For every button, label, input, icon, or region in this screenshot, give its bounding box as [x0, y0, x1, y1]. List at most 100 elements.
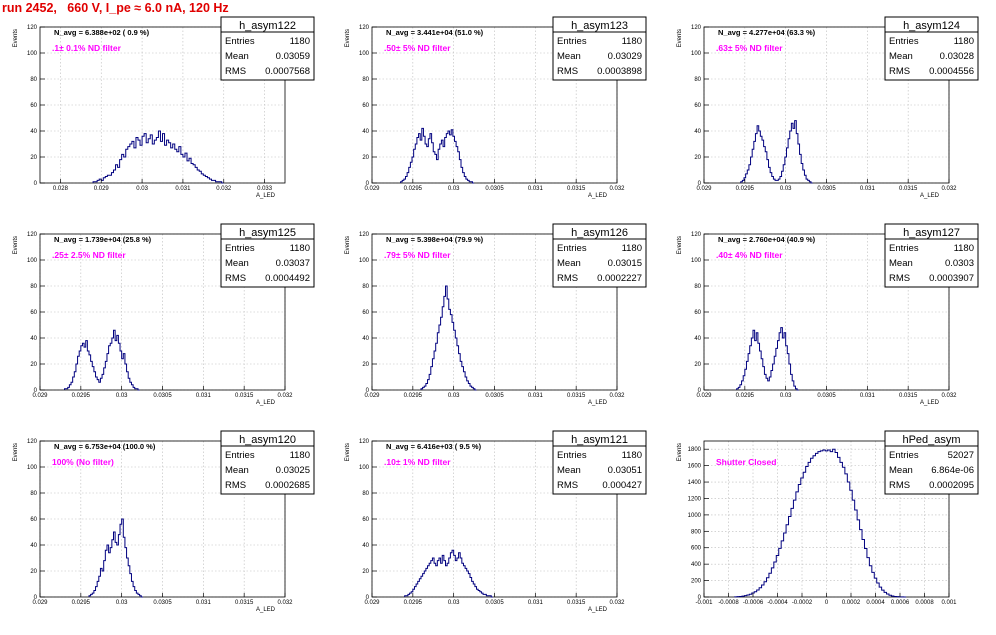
stats-entries-value: 1180 [622, 36, 642, 47]
x-tick-label: 0.0295 [72, 393, 91, 399]
x-tick-label: 0.029 [94, 186, 110, 192]
x-axis-title: A_LED [588, 193, 608, 199]
stats-entries-value: 1180 [954, 243, 974, 254]
x-tick-label: 0.032 [609, 186, 625, 192]
y-tick-label: 120 [359, 25, 370, 31]
y-tick-label: 80 [694, 284, 701, 290]
y-tick-label: 60 [694, 103, 701, 109]
y-tick-label: 600 [691, 546, 702, 552]
histogram-svg: 0.029 0.0295 0.03 0.0305 0.031 0.0315 0.032 0 20… [13, 430, 315, 613]
x-tick-label: 0.031 [528, 393, 544, 399]
histogram-panel: 0.029 0.0295 0.03 0.0305 0.031 0.0315 0.032 0 20… [332, 428, 664, 635]
filter-annotation: .25± 2.5% ND filter [52, 250, 126, 260]
y-tick-label: 40 [694, 129, 701, 135]
stats-rms-label: RMS [225, 273, 246, 284]
y-tick-label: 20 [30, 362, 37, 368]
stats-box: h_asym125 Entries 1180 Mean 0.03037 RMS 0.0004… [220, 223, 315, 288]
y-tick-label: 200 [691, 579, 702, 585]
x-axis-title: A_LED [256, 400, 276, 406]
x-tick-label: 0.032 [277, 393, 293, 399]
x-axis-title: A_LED [256, 193, 276, 199]
y-tick-label: 1400 [688, 480, 702, 486]
stats-mean-label: Mean [889, 51, 913, 62]
stats-entries-label: Entries [557, 243, 587, 254]
y-tick-label: 800 [691, 529, 702, 535]
stats-box-title: hPed_asym [902, 434, 960, 446]
stats-rms-value: 0.0002227 [597, 273, 642, 284]
x-tick-label: 0.0315 [567, 393, 586, 399]
stats-mean-value: 0.03028 [940, 51, 974, 62]
histogram-series-line [404, 549, 493, 598]
stats-entries-value: 1180 [290, 450, 310, 461]
x-axis-title: A_LED [920, 400, 940, 406]
x-tick-label: 0.031 [860, 186, 876, 192]
histogram-svg: -0.001 -0.0008 -0.0006 -0.0004 -0.0002 0 0.000… [677, 430, 979, 606]
x-tick-label: 0.03 [448, 186, 460, 192]
stats-entries-value: 1180 [290, 36, 310, 47]
stats-box-title: h_asym123 [571, 20, 628, 32]
stats-box: h_asym127 Entries 1180 Mean 0.0303 RMS 0.00039… [884, 223, 979, 288]
y-axis-title: Events [677, 443, 683, 461]
filter-annotation: .63± 5% ND filter [716, 43, 783, 53]
histogram-series-line [734, 448, 907, 598]
stats-box-title: h_asym127 [903, 227, 960, 239]
histogram-svg: 0.029 0.0295 0.03 0.0305 0.031 0.0315 0.032 0 20… [677, 223, 979, 406]
navg-annotation: N_avg = 6.388e+02 ( 0.9 %) [54, 28, 150, 37]
stats-entries-value: 1180 [290, 243, 310, 254]
x-tick-label: 0.0315 [899, 393, 918, 399]
x-tick-label: 0.0295 [404, 600, 423, 606]
stats-entries-label: Entries [225, 450, 255, 461]
y-tick-label: 60 [30, 103, 37, 109]
x-tick-label: 0.03 [780, 186, 792, 192]
stats-entries-label: Entries [889, 450, 919, 461]
histogram-svg: 0.029 0.0295 0.03 0.0305 0.031 0.0315 0.032 0 20… [345, 223, 647, 406]
stats-rms-value: 0.0002685 [265, 480, 310, 491]
x-tick-label: 0.0315 [899, 186, 918, 192]
navg-annotation: N_avg = 1.739e+04 (25.8 %) [54, 235, 152, 244]
navg-annotation: N_avg = 2.760e+04 (40.9 %) [718, 235, 816, 244]
stats-entries-label: Entries [557, 36, 587, 47]
stats-mean-value: 0.03037 [276, 258, 310, 269]
histogram-svg: 0.029 0.0295 0.03 0.0305 0.031 0.0315 0.032 0 20… [677, 16, 979, 199]
y-tick-label: 1000 [688, 513, 702, 519]
x-tick-label: 0.03 [448, 600, 460, 606]
y-tick-label: 1200 [688, 496, 702, 502]
stats-box: hPed_asym Entries 52027 Mean 6.864e-06 RMS 0.0… [884, 430, 979, 495]
stats-mean-label: Mean [225, 258, 249, 269]
x-tick-label: 0.0305 [153, 393, 172, 399]
x-tick-label: 0.032 [609, 393, 625, 399]
histogram-panel: 0.029 0.0295 0.03 0.0305 0.031 0.0315 0.032 0 20… [0, 221, 332, 428]
x-axis-title: A_LED [588, 400, 608, 406]
y-tick-label: 0 [698, 388, 702, 394]
x-tick-label: 0.0305 [817, 186, 836, 192]
y-axis-title: Events [345, 29, 351, 47]
x-tick-label: -0.0002 [792, 600, 813, 606]
y-tick-label: 40 [694, 336, 701, 342]
y-tick-label: 40 [30, 543, 37, 549]
stats-entries-label: Entries [557, 450, 587, 461]
stats-box-title: h_asym126 [571, 227, 628, 239]
stats-box: h_asym126 Entries 1180 Mean 0.03015 RMS 0.0002… [552, 223, 647, 288]
stats-mean-label: Mean [225, 465, 249, 476]
x-tick-label: 0.028 [53, 186, 69, 192]
y-tick-label: 60 [30, 517, 37, 523]
stats-mean-value: 6.864e-06 [931, 465, 974, 476]
stats-rms-label: RMS [225, 66, 246, 77]
stats-entries-label: Entries [889, 36, 919, 47]
filter-annotation: Shutter Closed [716, 457, 776, 467]
y-tick-label: 20 [362, 569, 369, 575]
stats-mean-label: Mean [889, 258, 913, 269]
y-tick-label: 120 [359, 232, 370, 238]
y-tick-label: 400 [691, 562, 702, 568]
stats-entries-label: Entries [225, 243, 255, 254]
x-tick-label: 0.001 [941, 600, 957, 606]
stats-box-frame [552, 223, 647, 288]
x-tick-label: 0.0295 [736, 186, 755, 192]
x-tick-label: 0.032 [277, 600, 293, 606]
y-tick-label: 20 [30, 569, 37, 575]
y-tick-label: 0 [698, 181, 702, 187]
y-tick-label: 100 [691, 258, 702, 264]
x-tick-label: 0.029 [32, 393, 48, 399]
y-tick-label: 80 [362, 77, 369, 83]
y-tick-label: 100 [27, 51, 38, 57]
